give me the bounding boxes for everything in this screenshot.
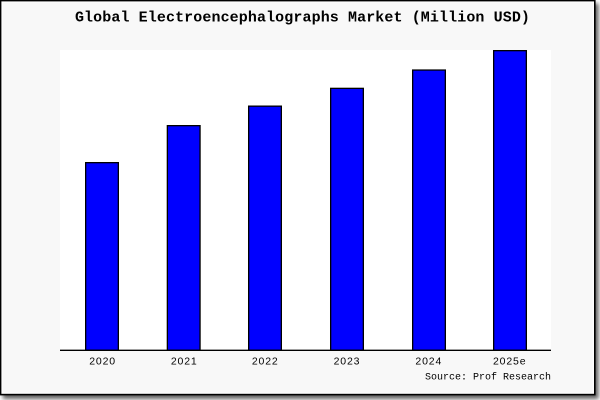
svg-text:2023: 2023 xyxy=(334,355,361,367)
svg-text:Global Electroencephalographs: Global Electroencephalographs Market (Mi… xyxy=(75,9,530,26)
svg-text:2020: 2020 xyxy=(89,355,116,367)
svg-text:2021: 2021 xyxy=(171,355,198,367)
svg-text:Source: Prof Research: Source: Prof Research xyxy=(425,371,551,383)
svg-text:2025e: 2025e xyxy=(493,355,526,367)
svg-text:2022: 2022 xyxy=(252,355,279,367)
svg-text:2024: 2024 xyxy=(415,355,442,367)
